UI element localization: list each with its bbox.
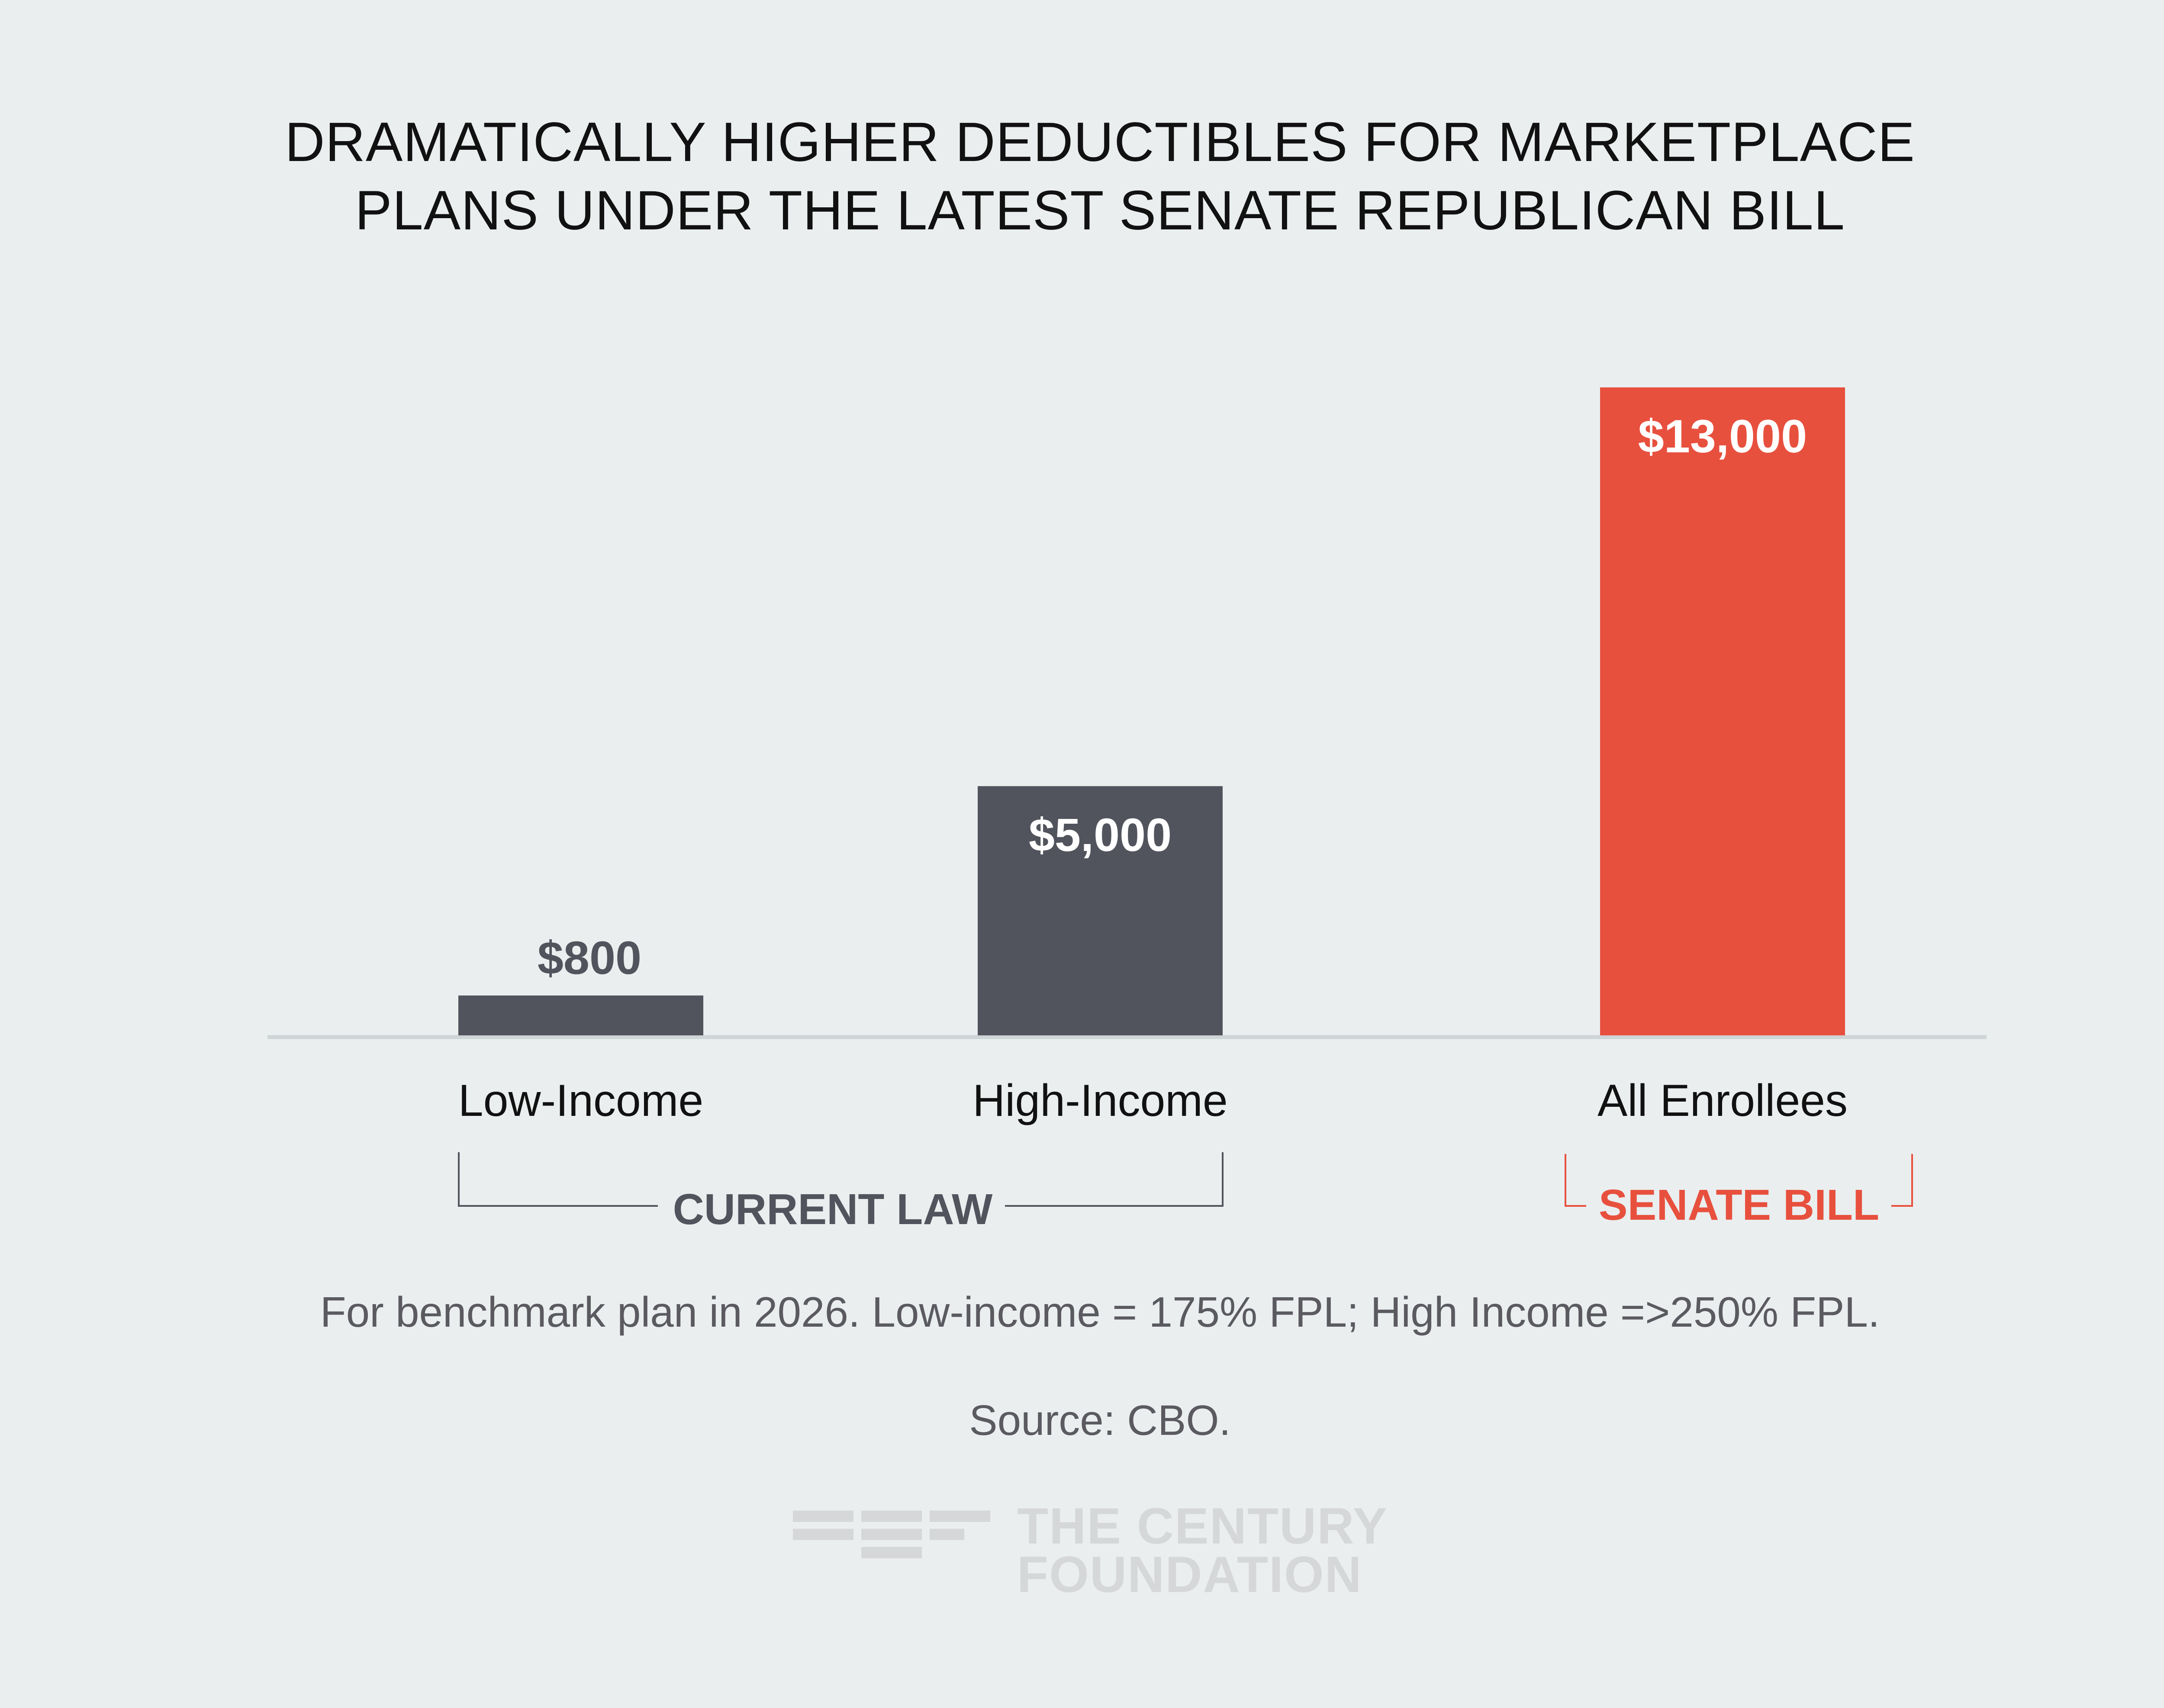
source-note: Source: CBO.	[969, 1396, 1231, 1444]
chart-title-line-2: PLANS UNDER THE LATEST SENATE REPUBLICAN…	[355, 180, 1845, 242]
current-law-bracket-left	[458, 1152, 658, 1207]
chart-title: DRAMATICALLY HIGHER DEDUCTIBLES FOR MARK…	[0, 108, 2164, 245]
logo-text: THE CENTURY FOUNDATION	[1017, 1498, 1388, 1603]
current-law-bracket-right	[1005, 1152, 1224, 1207]
data-label-high-income: $5,000	[1029, 809, 1172, 861]
bar-high-income	[978, 786, 1223, 1035]
bars-group: $800 Low-Income $5,000 High-Income $13,000 Al…	[458, 387, 1848, 1126]
group-label-current-law: CURRENT LAW	[673, 1185, 993, 1234]
category-label-high-income: High-Income	[973, 1076, 1228, 1126]
group-brackets: CURRENT LAW SENATE BILL	[458, 1152, 1913, 1234]
group-label-senate-bill: SENATE BILL	[1599, 1181, 1879, 1229]
category-label-low-income: Low-Income	[458, 1076, 703, 1126]
category-label-all-enrollees: All Enrollees	[1597, 1076, 1848, 1126]
chart-title-line-1: DRAMATICALLY HIGHER DEDUCTIBLES FOR MARK…	[285, 111, 1915, 173]
data-label-all-enrollees: $13,000	[1638, 410, 1807, 462]
bar-all-enrollees	[1600, 387, 1845, 1035]
logo-mark-icon	[793, 1511, 990, 1558]
data-label-low-income: $800	[538, 931, 641, 984]
senate-bill-bracket-right	[1891, 1154, 1913, 1207]
century-foundation-logo: THE CENTURY FOUNDATION	[788, 1498, 1415, 1615]
logo-text-line-2: FOUNDATION	[1017, 1546, 1362, 1603]
footnote: For benchmark plan in 2026. Low-income =…	[320, 1288, 1880, 1336]
bar-low-income	[458, 995, 703, 1035]
senate-bill-bracket-left	[1565, 1154, 1586, 1207]
logo-text-line-1: THE CENTURY	[1017, 1498, 1388, 1555]
